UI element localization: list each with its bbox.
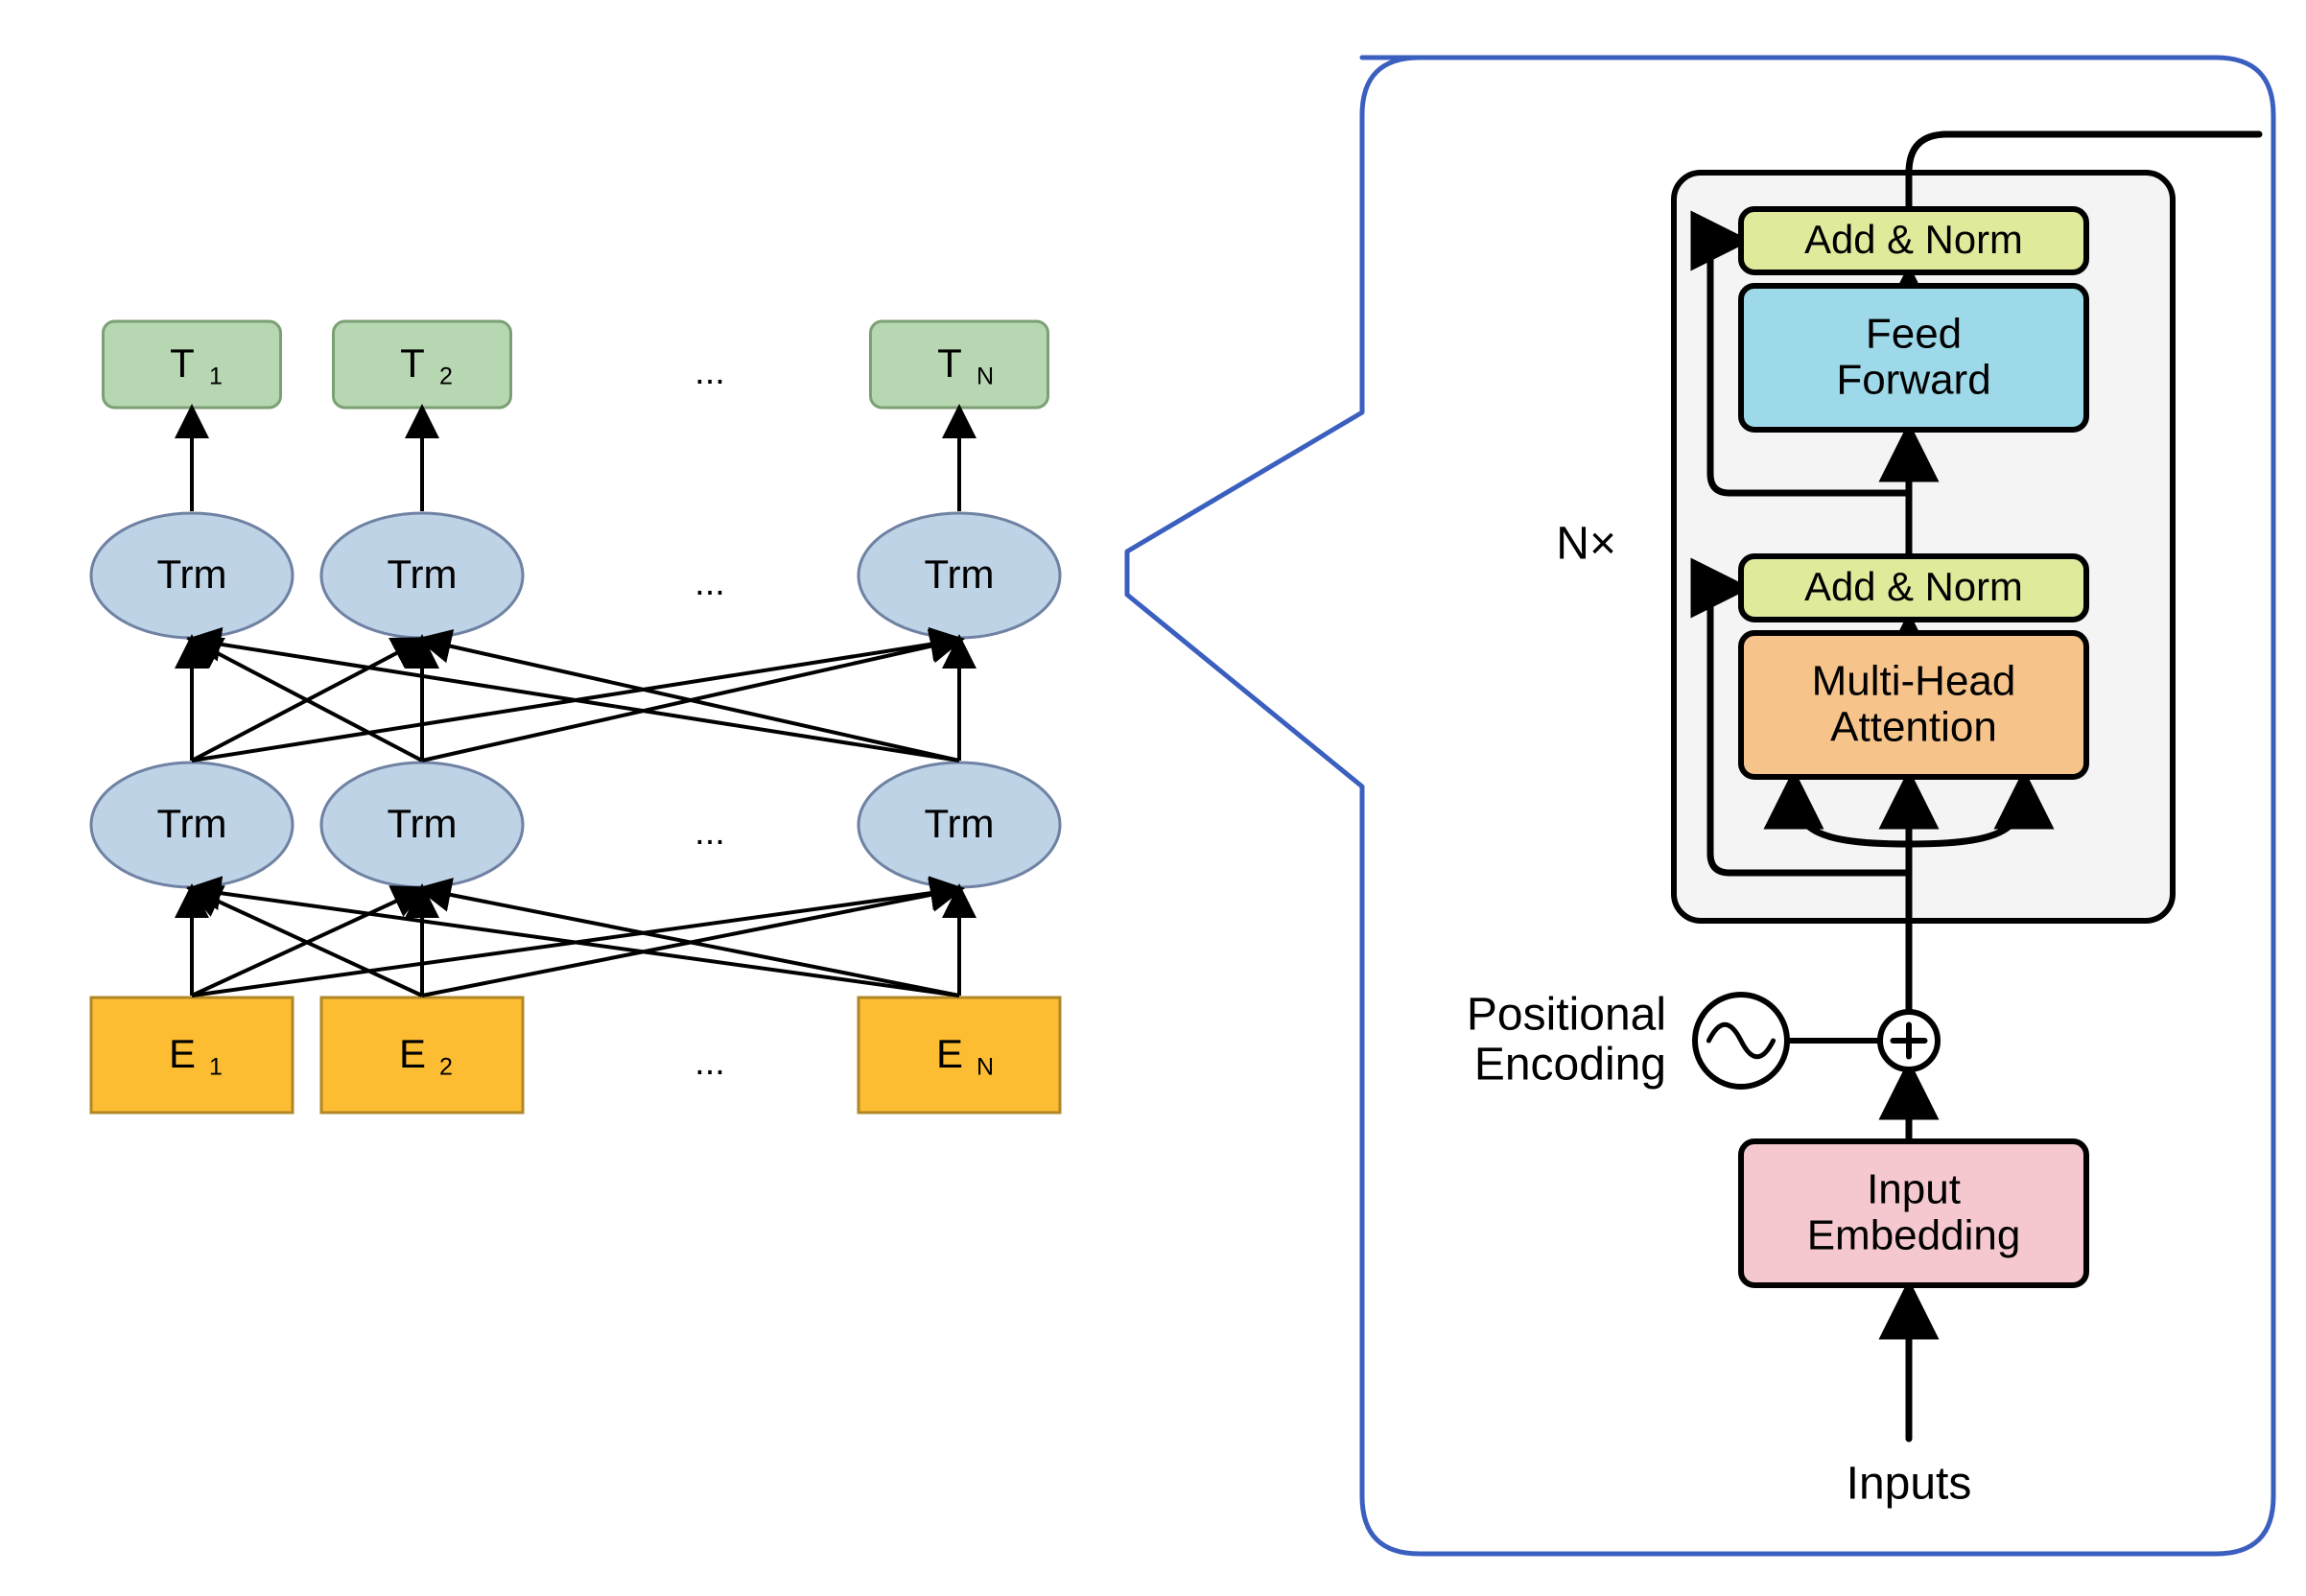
trm-label: Trm xyxy=(924,552,994,597)
output-token-sub: 1 xyxy=(209,364,223,390)
ff-label: Forward xyxy=(1836,357,1990,404)
output-token-label: T xyxy=(170,340,195,386)
trm-label: Trm xyxy=(387,801,457,846)
dots: ... xyxy=(694,563,725,603)
trm-label: Trm xyxy=(387,552,457,597)
inputs-label: Inputs xyxy=(1847,1459,1972,1510)
diagram-root: E1E2EN...TrmTrmTrm...TrmTrmTrm...T1T2TN.… xyxy=(0,0,2306,1596)
mha-label: Multi-Head xyxy=(1812,658,2016,705)
addnorm-label: Add & Norm xyxy=(1804,217,2023,262)
embedding-label: E xyxy=(399,1031,426,1076)
embedding-sub: 2 xyxy=(439,1054,453,1081)
pe-label: Positional xyxy=(1467,990,1666,1041)
inputemb-label: Embedding xyxy=(1807,1212,2021,1259)
embedding-sub: N xyxy=(977,1054,994,1081)
trm-label: Trm xyxy=(156,801,226,846)
output-token-label: T xyxy=(937,340,962,386)
output-token-label: T xyxy=(400,340,425,386)
mha-label: Attention xyxy=(1830,704,1997,751)
dots: ... xyxy=(694,1043,725,1083)
addnorm-label: Add & Norm xyxy=(1804,564,2023,609)
embedding-sub: 1 xyxy=(209,1054,223,1081)
ff-label: Feed xyxy=(1866,311,1962,358)
trm-label: Trm xyxy=(924,801,994,846)
output-token-sub: N xyxy=(977,364,994,390)
dots: ... xyxy=(694,812,725,853)
dots: ... xyxy=(694,352,725,392)
output-token-sub: 2 xyxy=(439,364,453,390)
embedding-label: E xyxy=(936,1031,963,1076)
inputemb-label: Input xyxy=(1867,1166,1961,1213)
nx-label: N× xyxy=(1556,519,1616,570)
pe-label: Encoding xyxy=(1474,1040,1666,1091)
embedding-label: E xyxy=(169,1031,196,1076)
trm-label: Trm xyxy=(156,552,226,597)
